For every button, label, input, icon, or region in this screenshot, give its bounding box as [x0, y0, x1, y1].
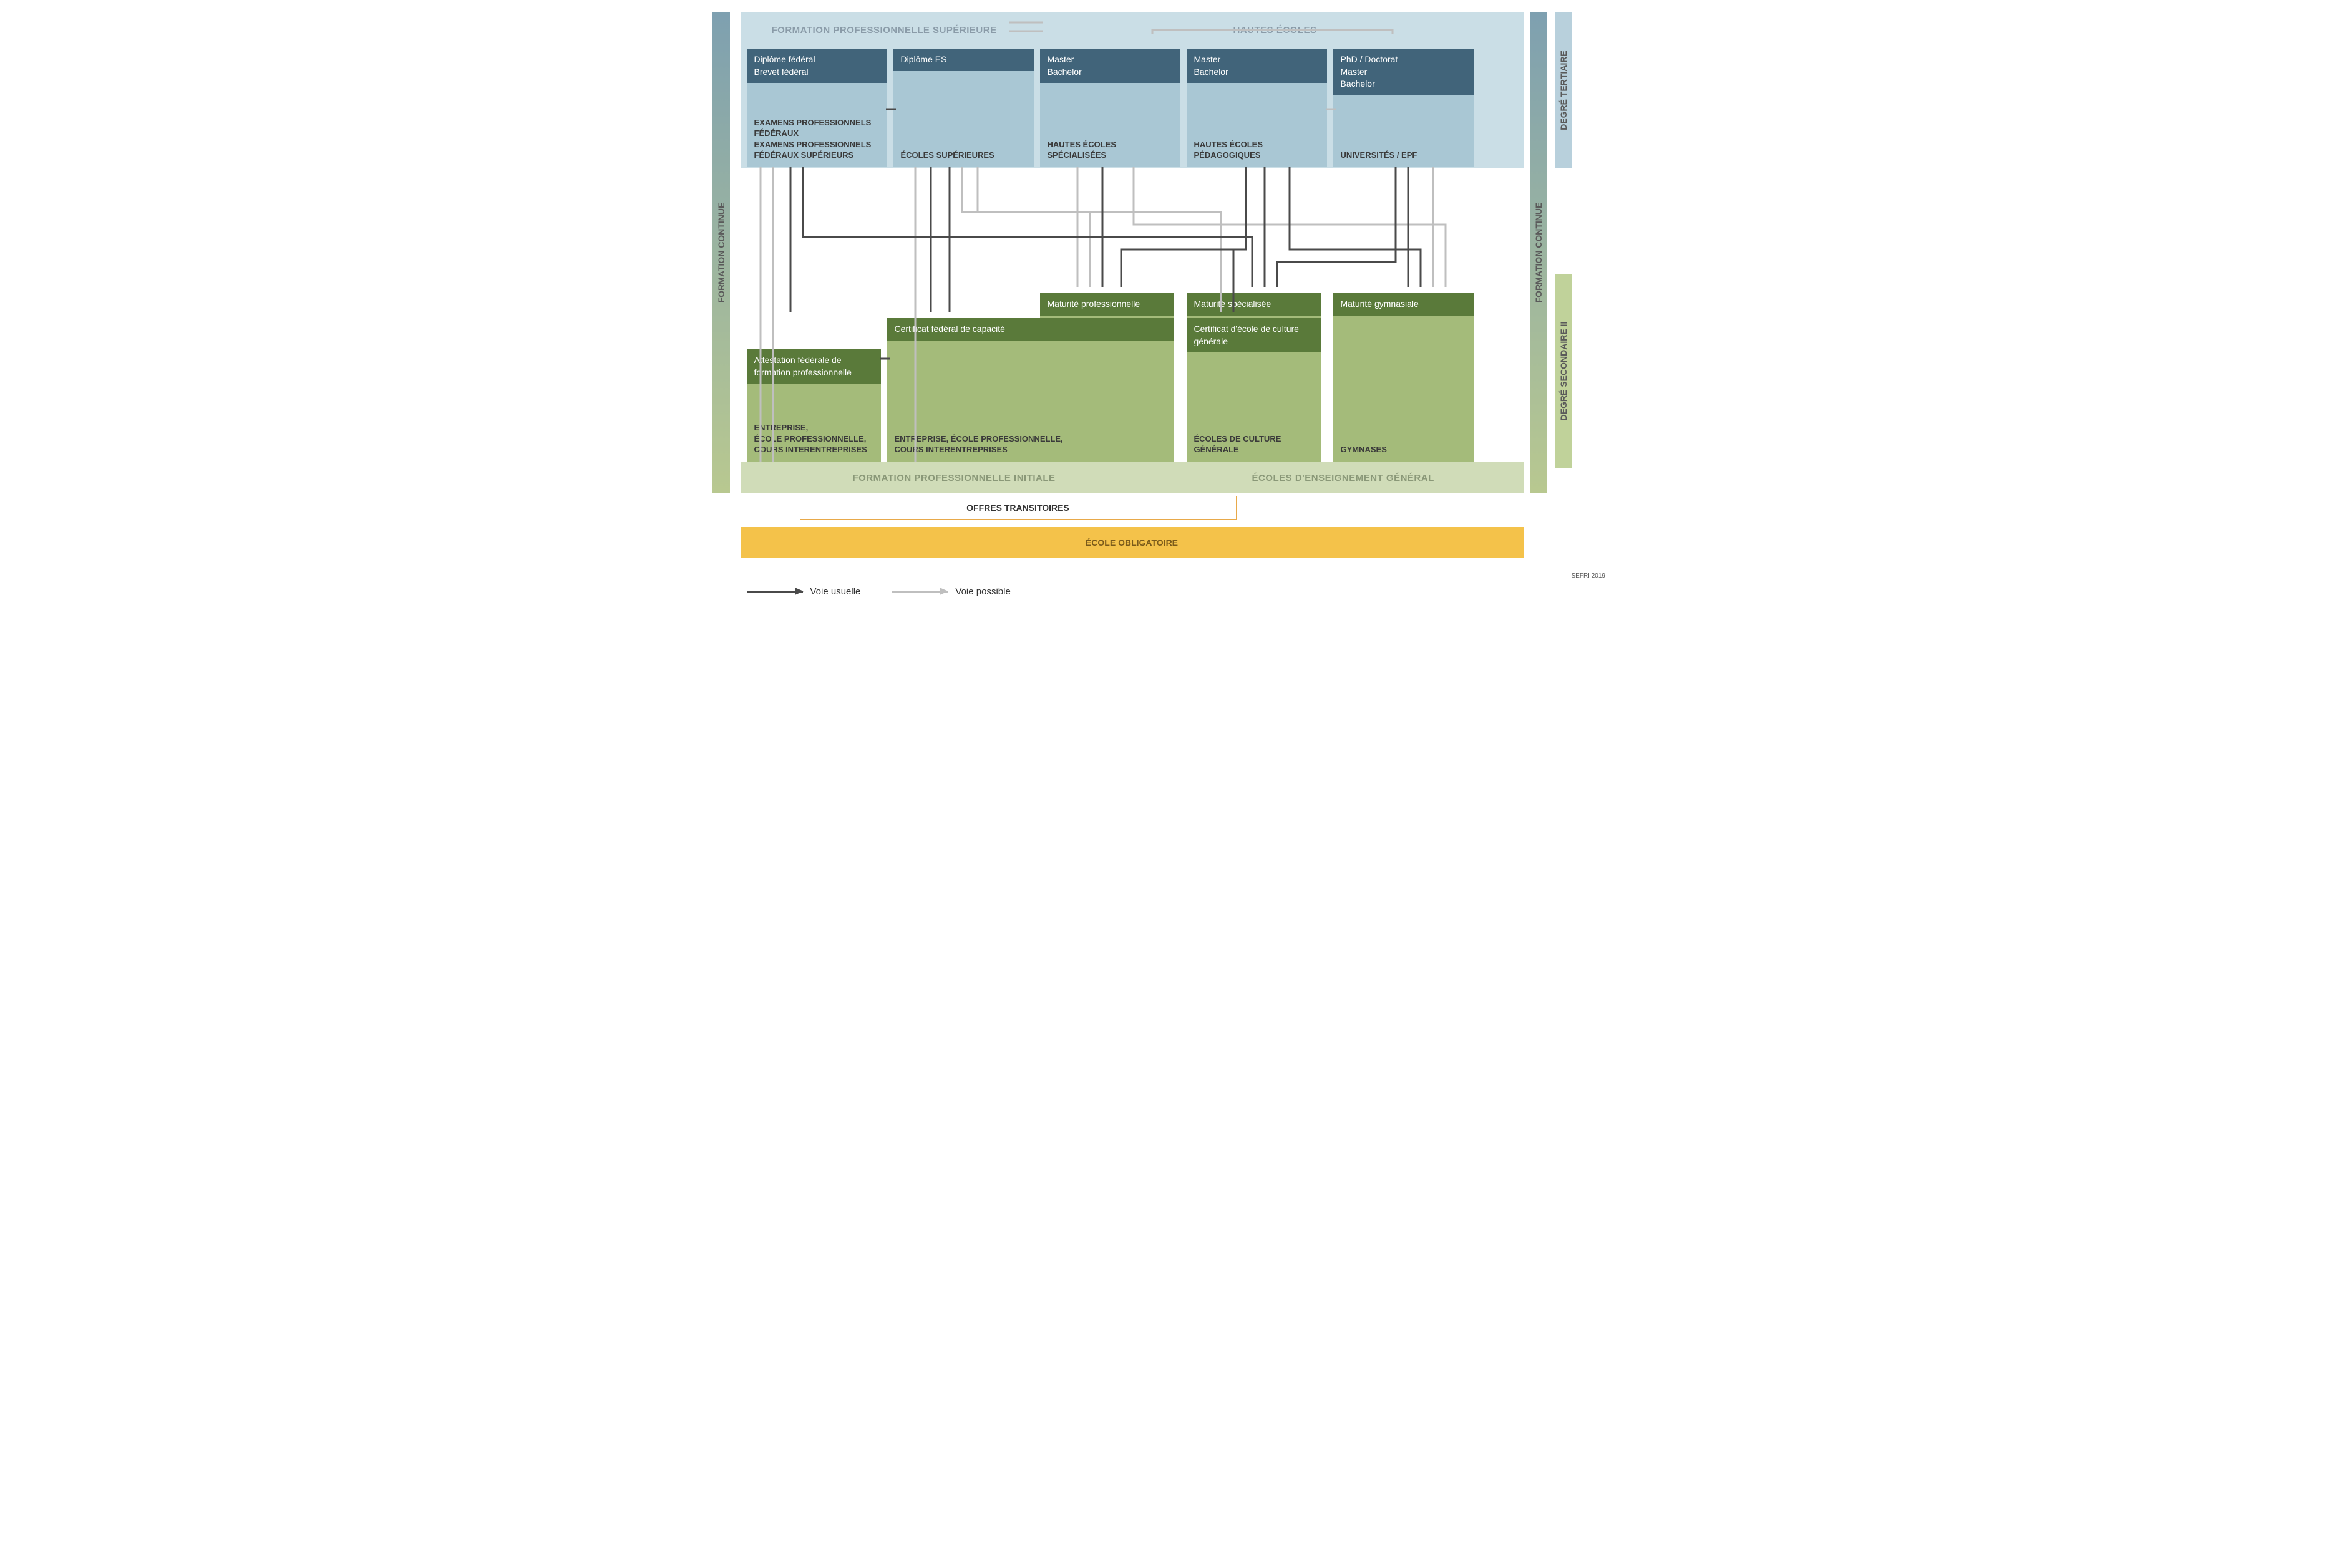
region-header-ens-general: ÉCOLES D'ENSEIGNEMENT GÉNÉRAL — [1252, 473, 1434, 483]
legend-arrow-possible-icon — [892, 591, 948, 593]
box-footer: ENTREPRISE, ÉCOLE PROFESSIONNELLE, COURS… — [754, 422, 873, 455]
diagram-canvas: FORMATION CONTINUE FORMATION CONTINUE DE… — [703, 0, 1626, 624]
box-header: Certificat d'école de culture générale — [1187, 318, 1321, 352]
box-hep: Master Bachelor HAUTES ÉCOLES PÉDAGOGIQU… — [1187, 49, 1327, 167]
band-obligatoire-label: ÉCOLE OBLIGATOIRE — [1086, 538, 1178, 548]
box-header: Certificat fédéral de capacité — [887, 318, 1174, 341]
region-header-prof-init: FORMATION PROFESSIONNELLE INITIALE — [853, 473, 1056, 483]
legend-possible-label: Voie possible — [955, 586, 1010, 597]
box-footer: ÉCOLES DE CULTURE GÉNÉRALE — [1194, 433, 1313, 455]
box-header: Master Bachelor — [1040, 49, 1180, 83]
box-footer: ENTREPRISE, ÉCOLE PROFESSIONNELLE, COURS… — [895, 433, 1167, 455]
box-header: Master Bachelor — [1187, 49, 1327, 83]
box-ecoles-superieures: Diplôme ES ÉCOLES SUPÉRIEURES — [893, 49, 1034, 167]
box-cfc: Certificat fédéral de capacité ENTREPRIS… — [887, 318, 1174, 462]
box-footer: HAUTES ÉCOLES PÉDAGOGIQUES — [1194, 139, 1320, 161]
degre-tertiaire-label: DEGRÉ TERTIAIRE — [1558, 51, 1568, 130]
region-header-prof-sup: FORMATION PROFESSIONNELLE SUPÉRIEURE — [772, 25, 997, 36]
box-footer: UNIVERSITÉS / EPF — [1341, 150, 1466, 161]
box-gymnase: Maturité gymnasiale GYMNASES — [1333, 293, 1474, 462]
sidebar-right-label: FORMATION CONTINUE — [1534, 203, 1544, 303]
band-offres-label: OFFRES TRANSITOIRES — [966, 503, 1069, 513]
sidebar-left-label: FORMATION CONTINUE — [716, 203, 726, 303]
box-header: Diplôme ES — [893, 49, 1034, 71]
box-examens-federaux: Diplôme fédéral Brevet fédéral EXAMENS P… — [747, 49, 887, 167]
box-header: PhD / Doctorat Master Bachelor — [1333, 49, 1474, 95]
sidebar-degre-secondaire: DEGRÉ SECONDAIRE II — [1555, 274, 1572, 468]
box-footer: HAUTES ÉCOLES SPÉCIALISÉES — [1048, 139, 1173, 161]
box-footer: ÉCOLES SUPÉRIEURES — [901, 150, 1026, 161]
legend-usual-label: Voie usuelle — [810, 586, 861, 597]
box-header: Diplôme fédéral Brevet fédéral — [747, 49, 887, 83]
box-header: Maturité gymnasiale — [1333, 293, 1474, 316]
degre-secondaire-label: DEGRÉ SECONDAIRE II — [1558, 322, 1568, 421]
box-ecg: Certificat d'école de culture générale É… — [1187, 318, 1321, 462]
box-footer: EXAMENS PROFESSIONNELS FÉDÉRAUX EXAMENS … — [754, 117, 880, 161]
legend: Voie usuelle Voie possible — [747, 586, 1011, 597]
band-offres-transitoires: OFFRES TRANSITOIRES — [800, 496, 1237, 520]
sidebar-left-formation-continue: FORMATION CONTINUE — [712, 12, 730, 493]
sidebar-degre-tertiaire: DEGRÉ TERTIAIRE — [1555, 12, 1572, 168]
band-ecole-obligatoire: ÉCOLE OBLIGATOIRE — [741, 527, 1524, 558]
sidebar-right-formation-continue: FORMATION CONTINUE — [1530, 12, 1547, 493]
box-hes: Master Bachelor HAUTES ÉCOLES SPÉCIALISÉ… — [1040, 49, 1180, 167]
box-header: Maturité spécialisée — [1187, 293, 1321, 316]
box-footer: GYMNASES — [1341, 444, 1466, 455]
box-header: Maturité professionnelle — [1040, 293, 1174, 316]
legend-possible: Voie possible — [892, 586, 1010, 597]
credit-text: SEFRI 2019 — [1572, 573, 1605, 579]
box-header: Attestation fédérale de formation profes… — [747, 349, 881, 384]
box-afp: Attestation fédérale de formation profes… — [747, 349, 881, 462]
legend-usual: Voie usuelle — [747, 586, 861, 597]
box-universites-epf: PhD / Doctorat Master Bachelor UNIVERSIT… — [1333, 49, 1474, 167]
legend-arrow-usual-icon — [747, 591, 803, 593]
region-header-hautes-ecoles: HAUTES ÉCOLES — [1233, 25, 1317, 36]
